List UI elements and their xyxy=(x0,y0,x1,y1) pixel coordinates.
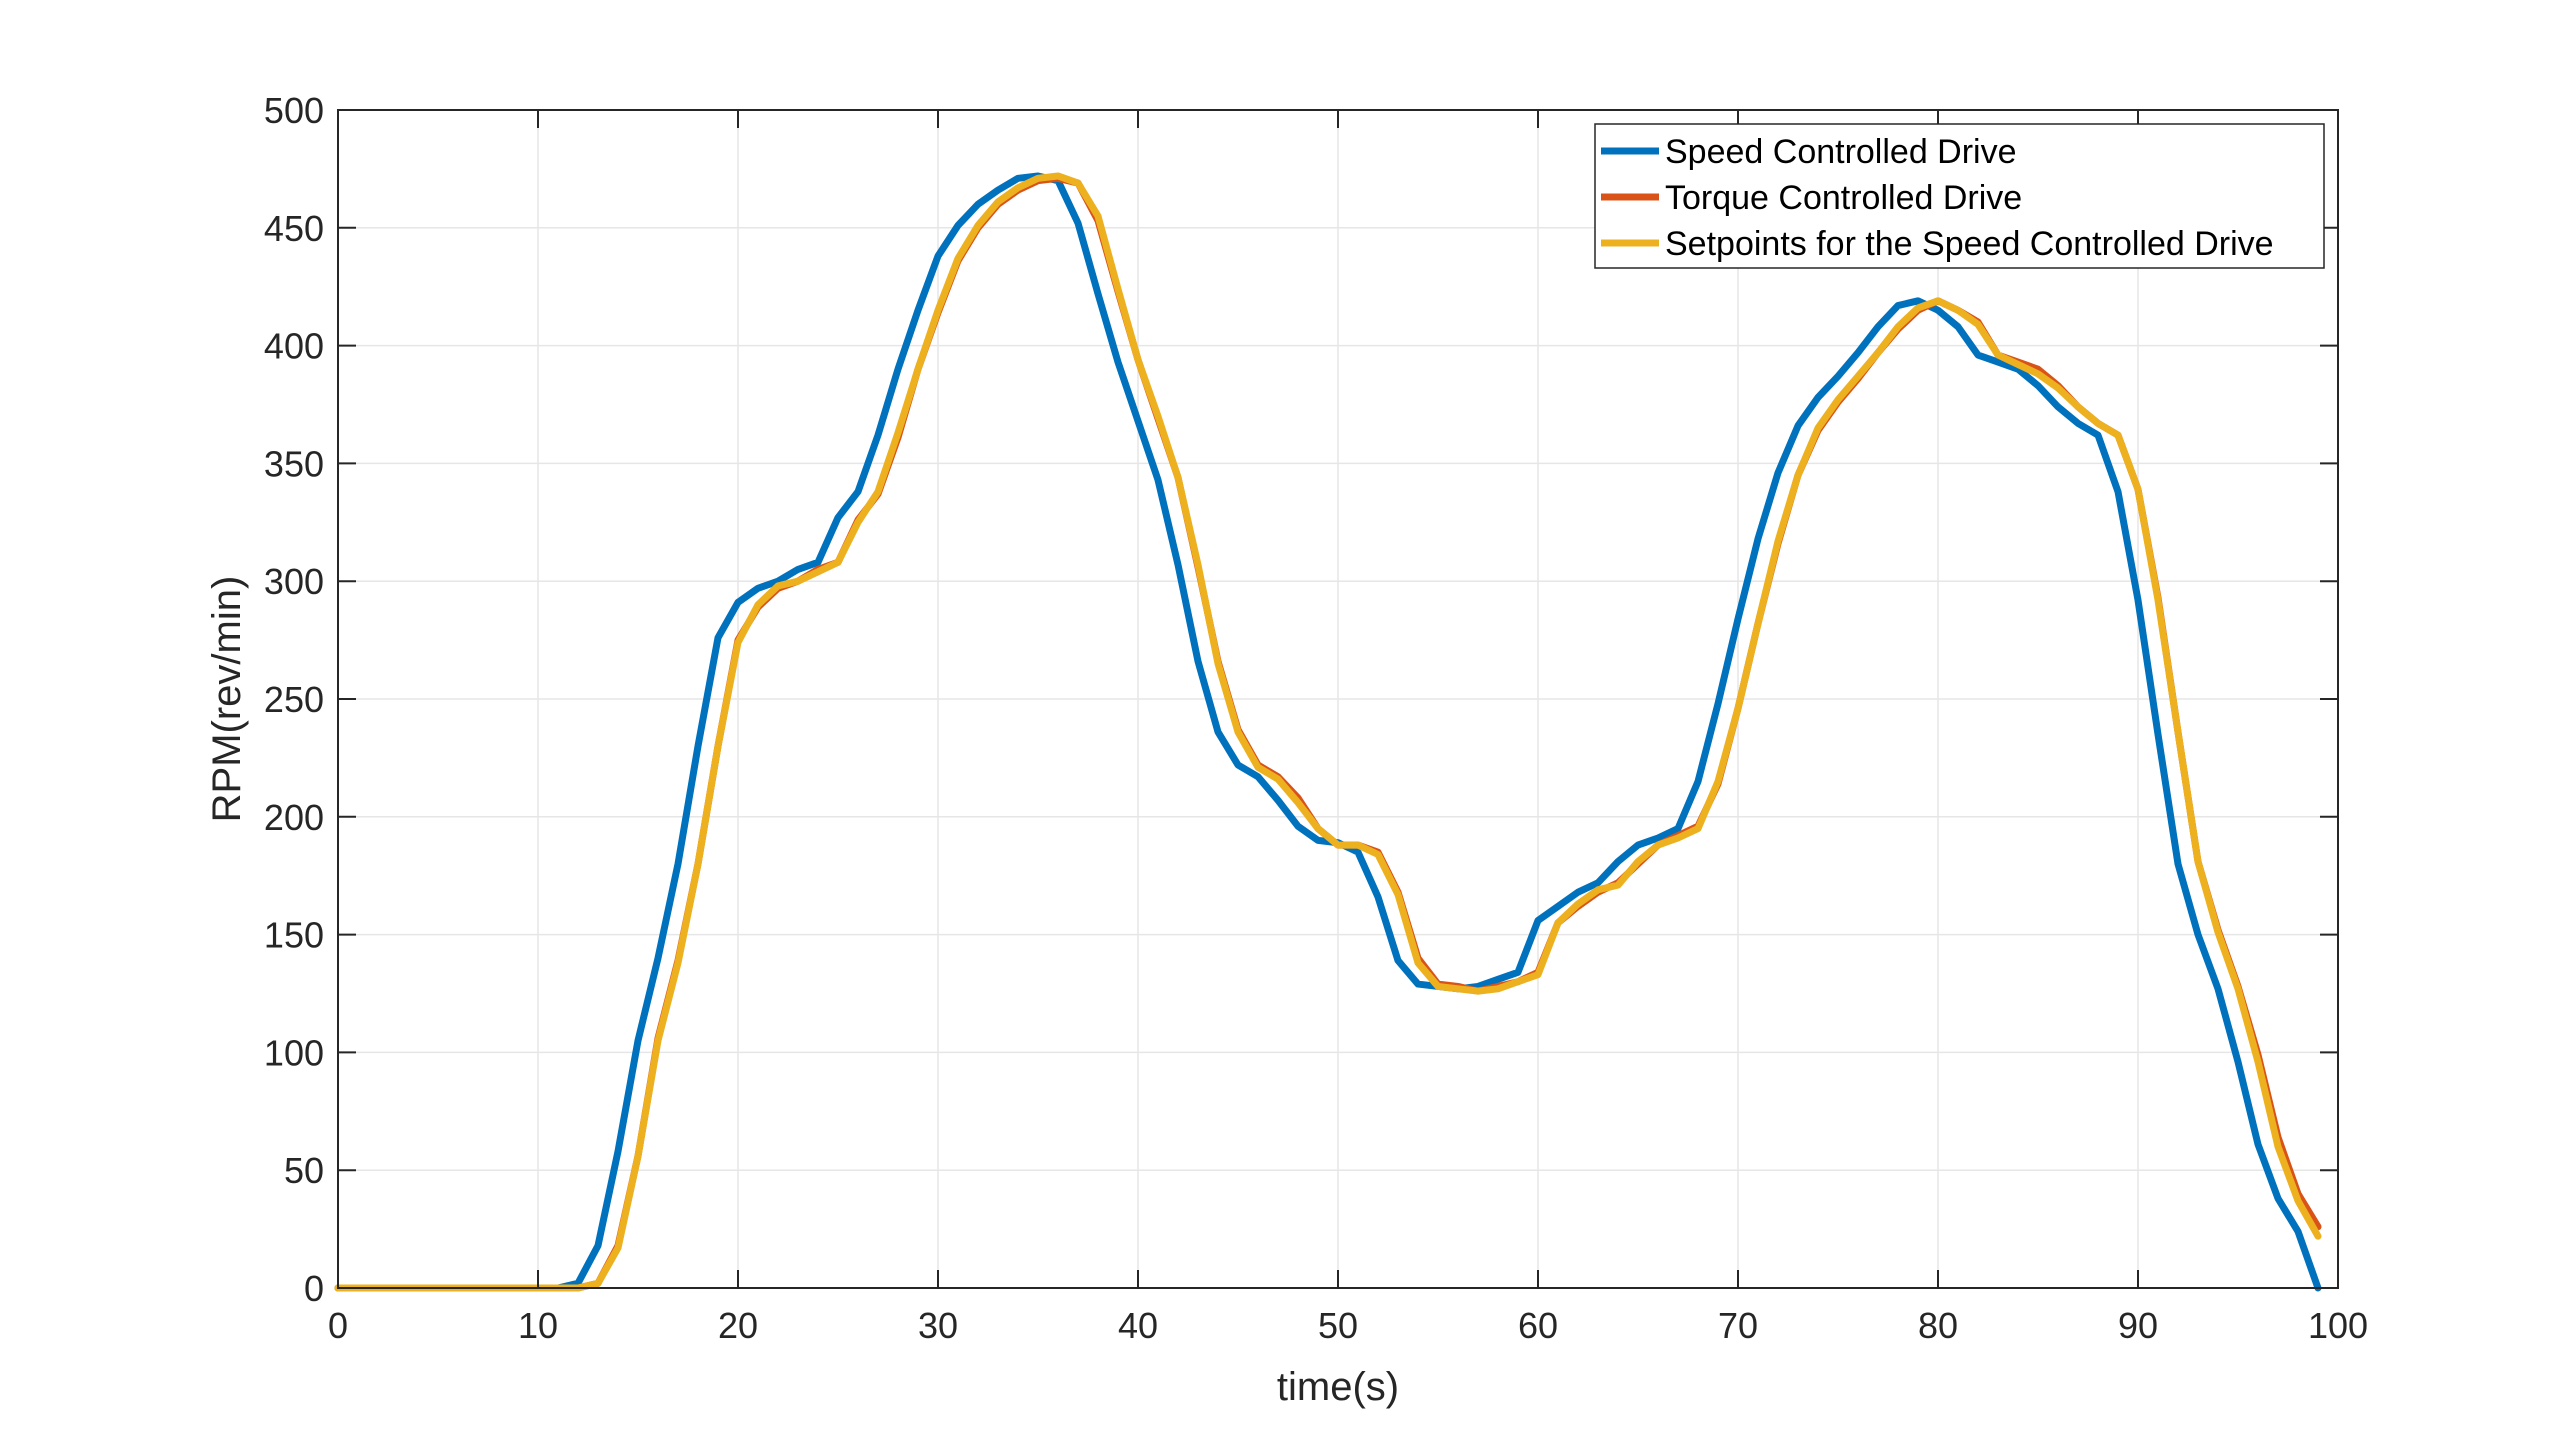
x-tick-label: 40 xyxy=(1118,1305,1158,1346)
y-tick-label: 100 xyxy=(264,1032,324,1073)
x-tick-label: 30 xyxy=(918,1305,958,1346)
x-tick-label: 0 xyxy=(328,1305,348,1346)
x-tick-label: 20 xyxy=(718,1305,758,1346)
axis-ticks xyxy=(337,109,2339,1289)
y-tick-label: 500 xyxy=(264,90,324,131)
y-tick-label: 0 xyxy=(304,1268,324,1309)
legend-box xyxy=(1594,123,2325,269)
x-tick-label: 90 xyxy=(2118,1305,2158,1346)
y-tick-label: 200 xyxy=(264,797,324,838)
y-tick-label: 350 xyxy=(264,443,324,484)
legend-label: Speed Controlled Drive xyxy=(1665,133,2017,171)
x-axis-title: time(s) xyxy=(1277,1365,1399,1409)
series-line-1 xyxy=(334,172,2322,1292)
x-tick-label: 60 xyxy=(1518,1305,1558,1346)
y-tick-label: 150 xyxy=(264,915,324,956)
x-tick-label: 50 xyxy=(1318,1305,1358,1346)
legend-label: Torque Controlled Drive xyxy=(1665,179,2022,217)
y-tick-label: 400 xyxy=(264,326,324,367)
y-tick-label: 300 xyxy=(264,561,324,602)
x-tick-label: 100 xyxy=(2308,1305,2368,1346)
y-tick-label: 450 xyxy=(264,208,324,249)
x-tick-label: 70 xyxy=(1718,1305,1758,1346)
y-axis-title: RPM(rev/min) xyxy=(205,576,249,823)
y-tick-label: 250 xyxy=(264,679,324,720)
series-line-3 xyxy=(334,172,2322,1292)
legend-label: Setpoints for the Speed Controlled Drive xyxy=(1665,225,2274,263)
y-tick-label: 50 xyxy=(284,1150,324,1191)
legend: Speed Controlled Drive Torque Controlled … xyxy=(1594,123,2325,269)
series-lines xyxy=(334,172,2322,1292)
legend-items: Speed Controlled Drive Torque Controlled … xyxy=(1601,133,2274,263)
y-axis-tick-labels: 0 50 100 150 200 250 300 350 400 450 500 xyxy=(264,90,324,1309)
x-axis-tick-labels: 0 10 20 30 40 50 60 70 80 90 100 xyxy=(328,1305,2368,1346)
x-tick-label: 10 xyxy=(518,1305,558,1346)
x-tick-label: 80 xyxy=(1918,1305,1958,1346)
